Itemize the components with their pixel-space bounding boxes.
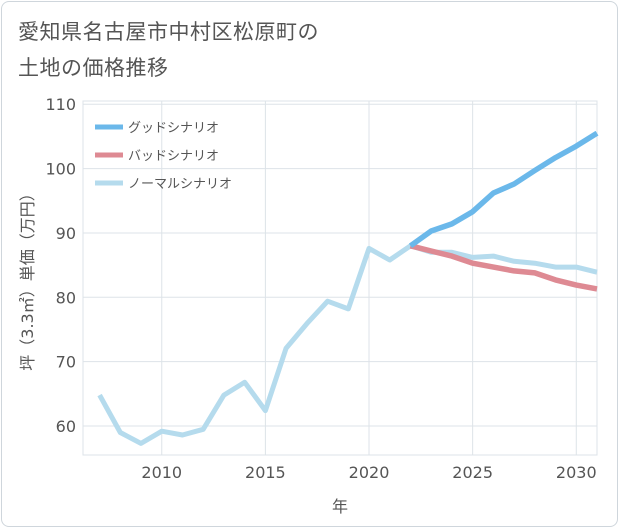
series-lines (97, 130, 599, 446)
x-tick-label: 2010 (141, 463, 182, 482)
y-tick-label: 100 (45, 160, 76, 179)
plot-area (82, 100, 598, 456)
y-tick-label: 90 (56, 224, 76, 243)
x-tick-label: 2025 (452, 463, 493, 482)
legend-label-1: バッドシナリオ (128, 149, 219, 164)
y-axis-ticks: 60 70 80 90 100 110 (45, 95, 76, 436)
chart-title-line-2: 土地の価格推移 (18, 56, 169, 80)
x-tick-label: 2015 (245, 463, 286, 482)
y-tick-label: 110 (45, 95, 76, 114)
x-axis-ticks: 2010 2015 2020 2025 2030 (141, 463, 596, 482)
x-tick-label: 2030 (556, 463, 597, 482)
legend-label-2: ノーマルシナリオ (128, 177, 232, 192)
y-axis-title: 坪（3.3㎡）単価（万円） (18, 185, 37, 370)
chart-title: 愛知県名古屋市中村区松原町の 土地の価格推移 (18, 14, 538, 86)
series-line-2 (97, 243, 598, 446)
series-line-1 (409, 243, 598, 292)
x-tick-label: 2020 (349, 463, 390, 482)
y-tick-label: 80 (56, 288, 76, 307)
y-tick-label: 60 (56, 417, 76, 436)
chart-title-line-1: 愛知県名古屋市中村区松原町の (18, 20, 319, 44)
x-axis-title: 年 (332, 497, 348, 516)
grid-lines (82, 100, 598, 456)
y-tick-label: 70 (56, 353, 76, 372)
legend-label-0: グッドシナリオ (128, 121, 219, 136)
series-line-0 (408, 130, 599, 249)
